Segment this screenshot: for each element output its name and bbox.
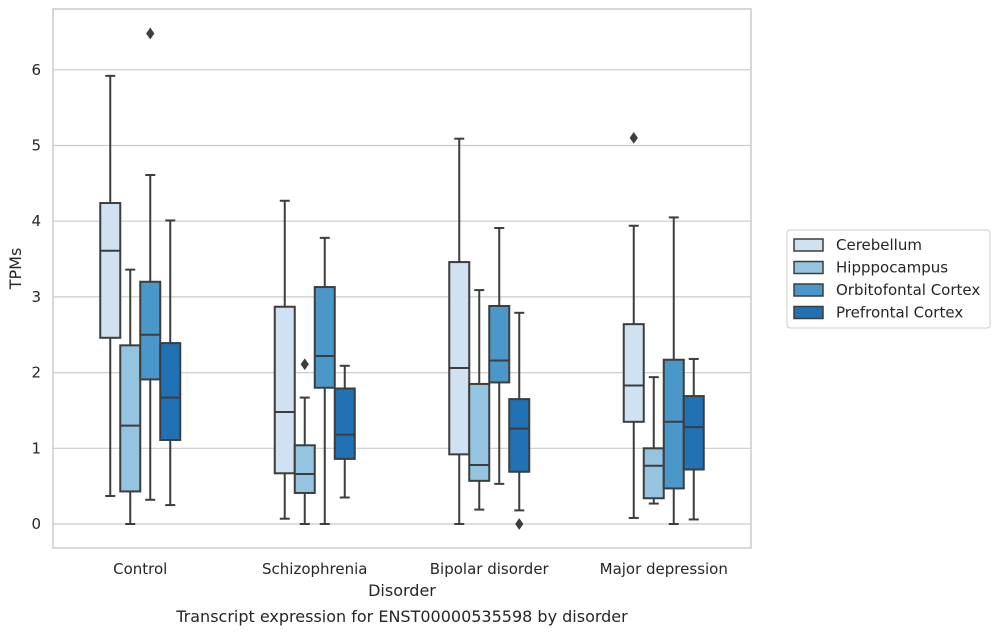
box-iqr: [488, 304, 511, 384]
y-tick-label: 2: [31, 364, 41, 382]
outlier-point: [300, 358, 309, 371]
y-tick-label: 3: [31, 288, 41, 306]
x-tick-label: Schizophrenia: [262, 560, 367, 578]
box-orbitofontal-cortex: [488, 227, 511, 485]
legend-label: Cerebellum: [836, 236, 922, 254]
box-orbitofontal-cortex: [313, 236, 336, 525]
box-hipppocampus: [293, 358, 316, 525]
box-orbitofontal-cortex: [139, 27, 162, 501]
y-axis-title: TPMs: [6, 248, 25, 291]
x-axis-title: Disorder: [368, 581, 436, 600]
box-cerebellum: [99, 74, 122, 497]
legend: Cerebellum Hipppocampus Orbitofontal Corte…: [786, 229, 991, 329]
box-hipppocampus: [468, 289, 491, 511]
box-iqr: [119, 344, 142, 493]
box-cerebellum: [622, 132, 645, 519]
box-prefrontal-cortex: [333, 364, 356, 499]
box-iqr: [508, 398, 531, 473]
box-cerebellum: [273, 199, 296, 520]
box-iqr: [159, 342, 182, 441]
legend-swatch: [793, 260, 824, 275]
box-orbitofontal-cortex: [662, 216, 685, 525]
outlier-point: [515, 518, 524, 530]
x-tick-label: Major depression: [600, 560, 728, 578]
legend-label: Prefrontal Cortex: [836, 304, 963, 322]
legend-label: Orbitofontal Cortex: [836, 281, 980, 299]
box-iqr: [293, 444, 316, 494]
outlier-point: [629, 132, 638, 144]
plot-area-frame: [52, 8, 752, 549]
y-axis-ticks: 0 1 2 3 4 5 6: [31, 61, 41, 533]
box-iqr: [642, 447, 665, 500]
y-tick-label: 4: [31, 212, 41, 230]
box-hipppocampus: [642, 376, 665, 505]
box-iqr: [682, 395, 705, 471]
box-iqr: [448, 261, 471, 456]
outlier-point: [146, 27, 155, 40]
box-hipppocampus: [119, 268, 142, 525]
box-prefrontal-cortex: [159, 219, 182, 507]
y-tick-label: 1: [31, 439, 41, 457]
y-tick-label: 6: [31, 61, 41, 79]
legend-swatch: [793, 283, 824, 297]
box-iqr: [622, 323, 645, 423]
y-tick-label: 5: [31, 137, 41, 155]
y-tick-label: 0: [31, 515, 41, 533]
legend-frame: [786, 229, 991, 329]
box-iqr: [662, 358, 685, 490]
box-cerebellum: [448, 137, 471, 525]
box-prefrontal-cortex: [682, 357, 705, 521]
box-iqr: [313, 286, 336, 389]
box-prefrontal-cortex: [508, 311, 531, 530]
box-iqr: [468, 382, 491, 482]
legend-label: Hipppocampus: [836, 259, 948, 277]
legend-swatch: [793, 305, 824, 320]
figure-caption: Transcript expression for ENST0000053559…: [175, 607, 628, 626]
x-axis-ticks: Control Schizophrenia Bipolar disorder Majo…: [113, 560, 728, 578]
x-tick-label: Control: [113, 560, 167, 578]
box-iqr: [333, 387, 356, 460]
boxes: [99, 27, 705, 530]
box-iqr: [273, 305, 296, 475]
legend-swatch: [793, 238, 824, 252]
x-tick-label: Bipolar disorder: [430, 560, 550, 578]
box-iqr: [139, 280, 162, 381]
box-iqr: [99, 202, 122, 339]
